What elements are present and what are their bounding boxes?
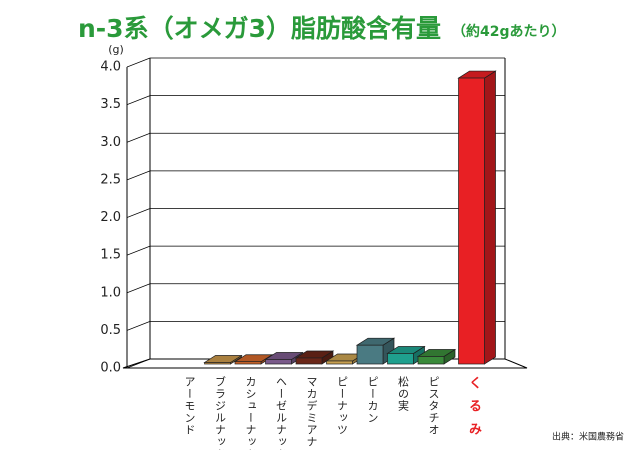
- source: 出典：米国農務省: [552, 431, 624, 443]
- chart-subtitle: （約42gあたり）: [452, 23, 566, 40]
- x-tick-label: 松の実: [397, 375, 410, 412]
- bar: [458, 77, 485, 365]
- y-tick-label: 0.0: [100, 361, 121, 376]
- chart-title: n-3系（オメガ3）脂肪酸含有量: [78, 14, 441, 43]
- y-tick-label: 2.0: [100, 210, 121, 225]
- x-tick-label: ヘーゼルナッツ: [275, 376, 288, 450]
- y-tick-label: 1.5: [100, 248, 121, 263]
- bar-side: [484, 70, 496, 365]
- y-tick-label: 0.5: [100, 323, 121, 338]
- grid-line: [126, 283, 505, 294]
- x-tick-label: くるみ: [466, 376, 482, 445]
- y-unit: (g): [108, 43, 124, 56]
- bar: [265, 359, 292, 365]
- grid-line: [126, 95, 505, 105]
- x-tick-label: カシューナッツ: [244, 376, 257, 450]
- x-tick-label: マカデミアナッツ: [305, 376, 318, 450]
- y-tick-label: 2.5: [100, 172, 121, 187]
- grid-line: [126, 320, 505, 331]
- bar: [356, 344, 384, 365]
- bar: [387, 353, 414, 365]
- y-tick-label: 1.0: [100, 285, 121, 300]
- bar: [326, 360, 353, 365]
- grid-line: [126, 170, 505, 181]
- bar: [417, 356, 445, 365]
- bar: [295, 357, 323, 365]
- grid-line: [126, 57, 505, 68]
- grid-line: [126, 208, 505, 218]
- x-tick-label: ピスタチオ: [427, 376, 440, 436]
- bar: [234, 361, 262, 365]
- bar: [204, 362, 231, 365]
- grid-line: [126, 245, 505, 256]
- x-tick-label: ブラジルナッツ: [214, 375, 227, 450]
- y-tick-label: 3.0: [100, 135, 121, 150]
- y-tick-label: 3.5: [100, 97, 121, 112]
- x-tick-label: アーモンド: [183, 376, 196, 436]
- x-tick-label: ピーナッツ: [336, 376, 349, 436]
- y-tick-label: 4.0: [100, 60, 121, 75]
- grid-line: [126, 132, 505, 143]
- x-tick-label: ピーカン: [366, 376, 379, 424]
